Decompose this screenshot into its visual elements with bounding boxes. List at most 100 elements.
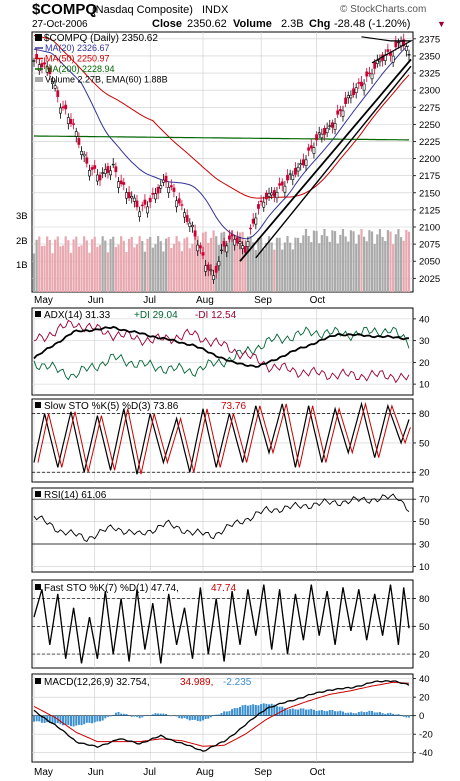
macd-histogram-bar [408,715,410,718]
volume-bar [249,236,252,292]
volume-bar [61,245,65,292]
candle-body [122,182,126,185]
candle-body [299,163,303,166]
macd-histogram-bar [141,715,144,718]
macd-histogram-bar [62,715,65,726]
volume-bar [384,241,387,292]
candle-body [40,63,44,68]
candle-body [45,66,49,73]
candle-body [304,159,308,167]
volume-tick-label: 1B [16,260,28,271]
volume-bar [402,240,405,292]
candle-body [352,88,355,96]
volume-bar [233,236,236,292]
macd-histogram-bar [59,715,62,725]
candle-body [257,204,260,209]
macd-histogram-bar [373,712,376,716]
macd-histogram-bar [120,713,123,716]
candle-body [249,227,252,230]
macd-histogram-bar [122,713,125,716]
volume-bar [349,230,353,292]
legend-swatch [35,678,41,684]
macd-histogram-bar [223,711,226,716]
y-tick-label: 50 [419,517,430,528]
macd-histogram-bar [180,715,183,719]
volume-bar [336,243,339,292]
volume-bar [304,229,308,292]
volume-bar [373,244,376,292]
macd-histogram-bar [265,703,268,716]
candle-body [254,217,258,225]
candle-body [180,204,184,206]
macd-histogram-bar [278,706,281,716]
y-tick-label: 50 [419,438,430,449]
exchange: INDX [202,4,229,16]
candle-body [32,60,36,62]
macd-signal-value: 34.989, [180,677,213,688]
minus-di-line [33,319,410,384]
adx-label: ADX(14) 31.33 [44,310,111,321]
volume-bar [252,242,255,292]
volume-bar [88,252,91,292]
macd-histogram-bar [307,709,310,716]
volume-bar [117,244,120,292]
candle-body [399,41,403,46]
candle-body [93,165,97,169]
macd-histogram-bar [355,713,358,716]
macd-histogram-bar [72,715,75,727]
candle-body [59,107,62,114]
ma20-line [33,45,410,240]
volume-bar [357,234,360,292]
minus-di-label: -DI 12.54 [195,310,237,321]
volume-bar [223,231,226,292]
macd-histogram-bar [157,713,160,716]
candle-body [64,104,68,110]
candle-body [125,192,128,199]
macd-histogram-bar [323,710,326,716]
volume-bar [46,236,49,292]
candle-body [331,122,334,128]
candle-body [191,225,194,228]
candle-body [130,196,134,199]
macd-histogram-bar [326,711,329,716]
volume-bar [112,236,115,292]
volume-bar [122,240,125,292]
candle-body [212,275,215,280]
candle-body [328,125,332,127]
month-label: Jun [88,295,104,306]
volume-bar [220,232,223,292]
volume-bar [355,243,358,292]
volume-bar [392,244,395,292]
candle-body [278,183,281,186]
y-tick-label: 2150 [419,188,440,199]
candle-body [338,109,342,112]
macd-histogram-bar [268,704,271,716]
fast-sto-d-value: 47.74 [211,583,236,594]
legend-swatch [35,491,41,497]
candle-body [164,175,168,183]
volume-bar [164,238,168,292]
macd-histogram-bar [75,715,78,726]
candle-body [360,81,363,87]
volume-bar [125,252,128,292]
candle-body [367,72,371,75]
fast-sto-label: Fast STO %K(7) %D(1) 47.74, [44,583,179,594]
volume-bar [83,236,86,292]
month-label: Aug [196,767,214,778]
volume-bar [389,231,392,292]
macd-histogram-bar [46,715,49,723]
volume-bar [347,241,350,292]
candle-body [230,233,234,237]
candle-body [262,201,266,208]
macd-histogram-bar [133,715,136,717]
macd-histogram-bar [38,715,41,722]
volume-bar [51,253,54,292]
y-tick-label: 20 [419,650,430,661]
candle-body [225,245,229,253]
candle-body [391,55,395,63]
volume-bar [244,249,247,292]
volume-bar [193,230,197,292]
candle-body [135,200,139,208]
macd-histogram-bar [170,715,173,717]
